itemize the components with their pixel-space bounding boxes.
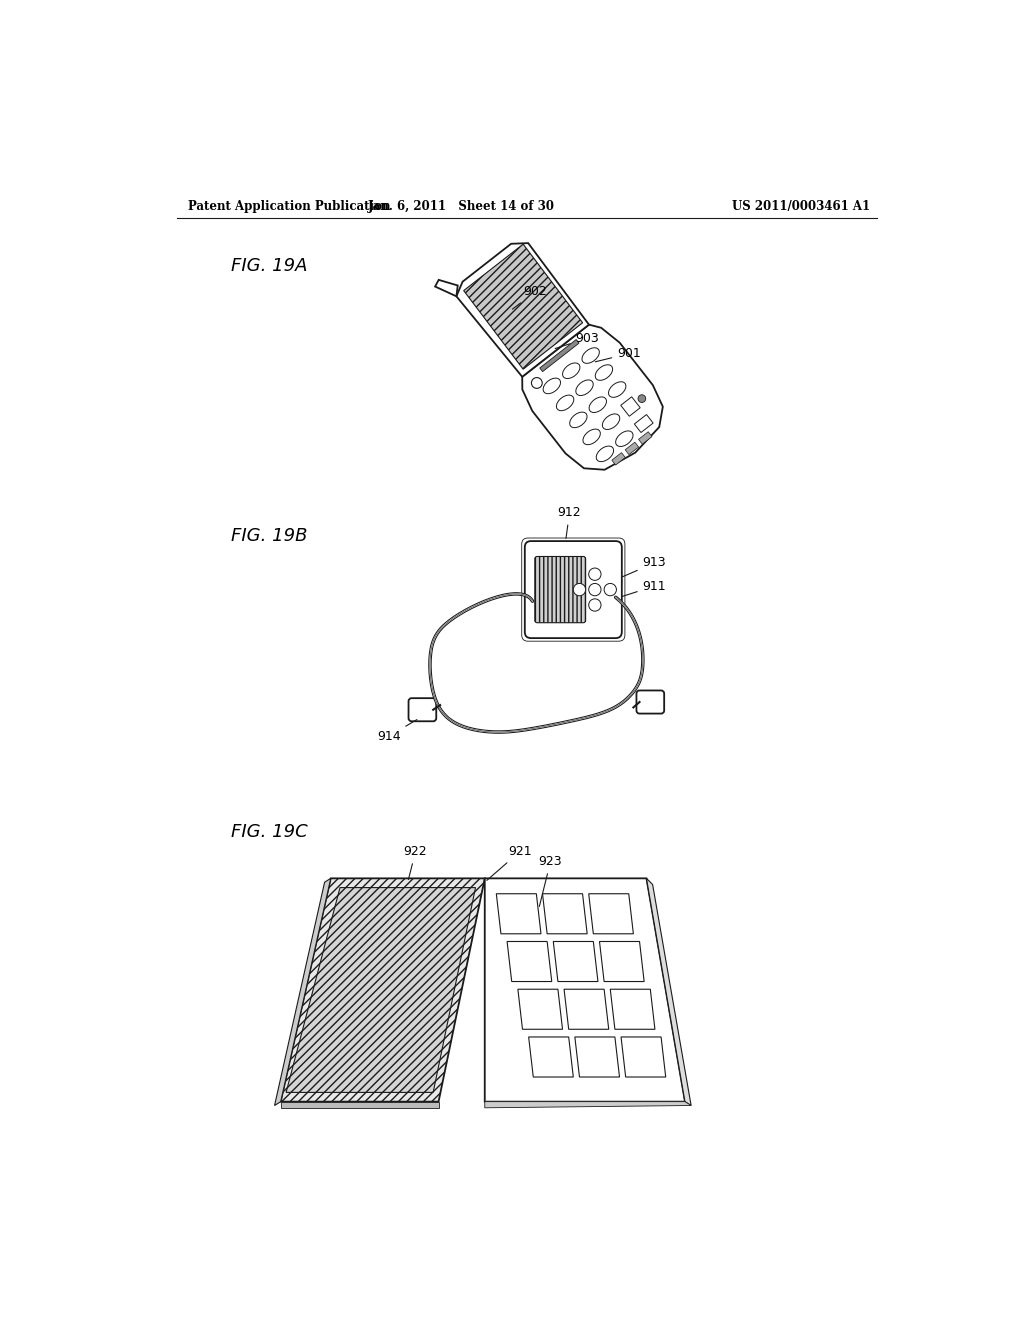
Text: 912: 912 [558,507,582,539]
Polygon shape [589,397,606,412]
Polygon shape [639,432,652,445]
Polygon shape [540,339,579,372]
Text: 913: 913 [622,557,667,577]
Circle shape [573,583,586,595]
Polygon shape [602,414,620,429]
Polygon shape [553,941,598,982]
Polygon shape [556,395,573,411]
Polygon shape [569,412,587,428]
Polygon shape [274,878,331,1106]
Text: 901: 901 [595,347,641,362]
Text: Jan. 6, 2011   Sheet 14 of 30: Jan. 6, 2011 Sheet 14 of 30 [369,199,555,213]
Polygon shape [518,989,562,1030]
Polygon shape [435,280,458,296]
Circle shape [604,583,616,595]
Polygon shape [621,1038,666,1077]
Polygon shape [497,894,541,933]
Polygon shape [608,381,626,397]
Polygon shape [281,878,484,1102]
Circle shape [531,378,543,388]
Polygon shape [484,1102,691,1107]
Polygon shape [543,894,587,933]
Text: 911: 911 [623,579,667,597]
Polygon shape [599,941,644,982]
Text: FIG. 19C: FIG. 19C [230,824,307,841]
Polygon shape [583,429,600,445]
Text: 923: 923 [539,855,562,907]
Text: Patent Application Publication: Patent Application Publication [188,199,391,213]
Circle shape [589,583,601,595]
Text: FIG. 19B: FIG. 19B [230,527,307,545]
Text: 921: 921 [486,845,531,880]
Polygon shape [626,442,639,454]
Polygon shape [611,453,626,465]
Polygon shape [595,364,612,380]
Polygon shape [522,325,663,470]
Text: 902: 902 [512,285,547,309]
FancyBboxPatch shape [409,698,436,721]
Text: FIG. 19A: FIG. 19A [230,257,307,275]
Polygon shape [286,887,475,1093]
Polygon shape [464,244,583,370]
Polygon shape [621,397,640,416]
Polygon shape [564,989,608,1030]
Circle shape [638,395,646,403]
Polygon shape [562,363,580,379]
Polygon shape [646,878,691,1106]
Polygon shape [582,347,599,363]
Polygon shape [575,380,593,396]
Polygon shape [574,1038,620,1077]
Circle shape [589,599,601,611]
Polygon shape [589,894,634,933]
Polygon shape [484,878,685,1102]
Circle shape [589,568,601,581]
FancyBboxPatch shape [637,690,665,714]
Polygon shape [507,941,552,982]
Text: US 2011/0003461 A1: US 2011/0003461 A1 [731,199,869,213]
Text: 914: 914 [377,719,417,743]
Polygon shape [596,446,613,462]
Polygon shape [528,1038,573,1077]
FancyBboxPatch shape [535,557,586,623]
Polygon shape [281,1102,438,1107]
Polygon shape [610,989,655,1030]
FancyBboxPatch shape [524,541,622,638]
Polygon shape [634,414,653,433]
Polygon shape [457,243,589,376]
Polygon shape [543,378,560,393]
Text: 903: 903 [555,331,599,348]
Text: 922: 922 [403,845,427,879]
Polygon shape [615,430,633,446]
